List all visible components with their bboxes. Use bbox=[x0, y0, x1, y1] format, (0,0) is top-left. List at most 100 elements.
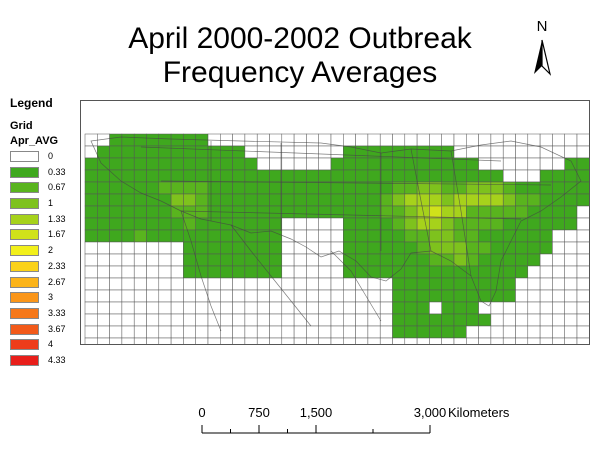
grid-cell bbox=[232, 157, 246, 171]
grid-cell bbox=[97, 217, 110, 231]
grid-cell bbox=[170, 265, 184, 279]
north-arrow-icon bbox=[534, 39, 552, 76]
grid-cell bbox=[269, 325, 283, 339]
grid-cell bbox=[404, 133, 418, 147]
grid-cell bbox=[306, 313, 319, 327]
grid-cell bbox=[244, 205, 258, 219]
grid-cell bbox=[146, 181, 160, 195]
grid-cell bbox=[84, 277, 98, 291]
grid-cell bbox=[244, 337, 258, 344]
grid-cell bbox=[552, 301, 565, 315]
grid-cell bbox=[207, 241, 221, 255]
grid-cell bbox=[564, 253, 578, 267]
grid-cell bbox=[158, 169, 172, 183]
grid-cell bbox=[343, 169, 356, 183]
grid-cell bbox=[84, 145, 98, 159]
grid-cell bbox=[293, 157, 307, 171]
grid-cell bbox=[220, 145, 233, 159]
grid-cell bbox=[232, 301, 246, 315]
legend: Legend Grid Apr_AVG 0 0.33 0.67 1 1.33 1.67 2 2… bbox=[8, 96, 88, 369]
grid-cell bbox=[244, 181, 258, 195]
grid-cell bbox=[429, 205, 442, 219]
grid-cell bbox=[502, 277, 516, 291]
grid-cell bbox=[343, 205, 356, 219]
grid-cell bbox=[133, 253, 147, 267]
grid-cell bbox=[170, 301, 184, 315]
grid-cell bbox=[404, 229, 418, 243]
grid-cell bbox=[293, 253, 307, 267]
grid-cell bbox=[539, 313, 553, 327]
grid-cell bbox=[527, 145, 541, 159]
map-title-line-2: Frequency Averages bbox=[162, 56, 438, 89]
grid-cell bbox=[515, 241, 529, 255]
grid-cell bbox=[515, 265, 529, 279]
grid-cell bbox=[244, 217, 258, 231]
legend-swatch bbox=[10, 182, 39, 194]
grid-cell bbox=[244, 313, 258, 327]
grid-cell bbox=[527, 241, 541, 255]
grid-cell bbox=[146, 337, 160, 344]
grid-cell bbox=[146, 205, 160, 219]
grid-cell bbox=[392, 277, 406, 291]
grid-cell bbox=[293, 181, 307, 195]
grid-cell bbox=[133, 145, 147, 159]
grid-cell bbox=[478, 205, 492, 219]
boundary-line bbox=[410, 148, 432, 252]
grid-cell bbox=[232, 145, 246, 159]
grid-cell bbox=[330, 325, 344, 339]
grid-cell bbox=[367, 169, 381, 183]
grid-cell bbox=[244, 157, 258, 171]
legend-swatch bbox=[10, 198, 39, 210]
grid-cell bbox=[576, 157, 589, 171]
grid-cell bbox=[453, 277, 467, 291]
grid-cell bbox=[269, 337, 283, 344]
grid-cell bbox=[367, 181, 381, 195]
grid-cell bbox=[256, 193, 270, 207]
grid-cell bbox=[404, 313, 418, 327]
grid-cell bbox=[343, 193, 356, 207]
grid-cell bbox=[146, 253, 160, 267]
grid-cell bbox=[515, 157, 529, 171]
legend-label: 3.33 bbox=[48, 307, 66, 318]
scale-tick-label: 3,000 bbox=[413, 405, 447, 420]
grid-cell bbox=[269, 169, 283, 183]
grid-cell bbox=[330, 133, 344, 147]
grid-cell bbox=[539, 265, 553, 279]
grid-cell bbox=[207, 289, 221, 303]
grid-cell bbox=[121, 265, 135, 279]
grid-cell bbox=[121, 205, 135, 219]
grid-cell bbox=[490, 229, 504, 243]
grid-cell bbox=[207, 145, 221, 159]
grid-cell bbox=[158, 337, 172, 344]
grid-cell bbox=[478, 145, 492, 159]
grid-cell bbox=[515, 325, 529, 339]
grid-cell bbox=[244, 325, 258, 339]
boundary-line bbox=[90, 136, 582, 307]
grid-cell bbox=[256, 289, 270, 303]
grid-cell bbox=[343, 337, 356, 344]
grid-cell bbox=[306, 325, 319, 339]
grid-cell bbox=[502, 289, 516, 303]
grid-cell bbox=[539, 157, 553, 171]
grid-cell bbox=[552, 145, 565, 159]
grid-cell bbox=[109, 253, 123, 267]
grid-cell bbox=[441, 193, 455, 207]
grid-cell bbox=[453, 145, 467, 159]
grid-cell bbox=[416, 217, 430, 231]
grid-cell bbox=[109, 205, 123, 219]
grid-cell bbox=[466, 337, 479, 344]
grid-cell bbox=[306, 181, 319, 195]
grid-cell bbox=[466, 313, 479, 327]
grid-cell bbox=[441, 337, 455, 344]
grid-cell bbox=[379, 313, 393, 327]
grid-cell bbox=[281, 241, 295, 255]
grid-cell bbox=[97, 289, 110, 303]
grid-cell bbox=[269, 301, 283, 315]
grid-cell bbox=[441, 289, 455, 303]
north-arrow: N bbox=[522, 18, 562, 78]
grid-cell bbox=[281, 265, 295, 279]
grid-cell bbox=[330, 205, 344, 219]
grid-cell bbox=[330, 169, 344, 183]
grid-cell bbox=[478, 193, 492, 207]
grid-cell bbox=[527, 157, 541, 171]
